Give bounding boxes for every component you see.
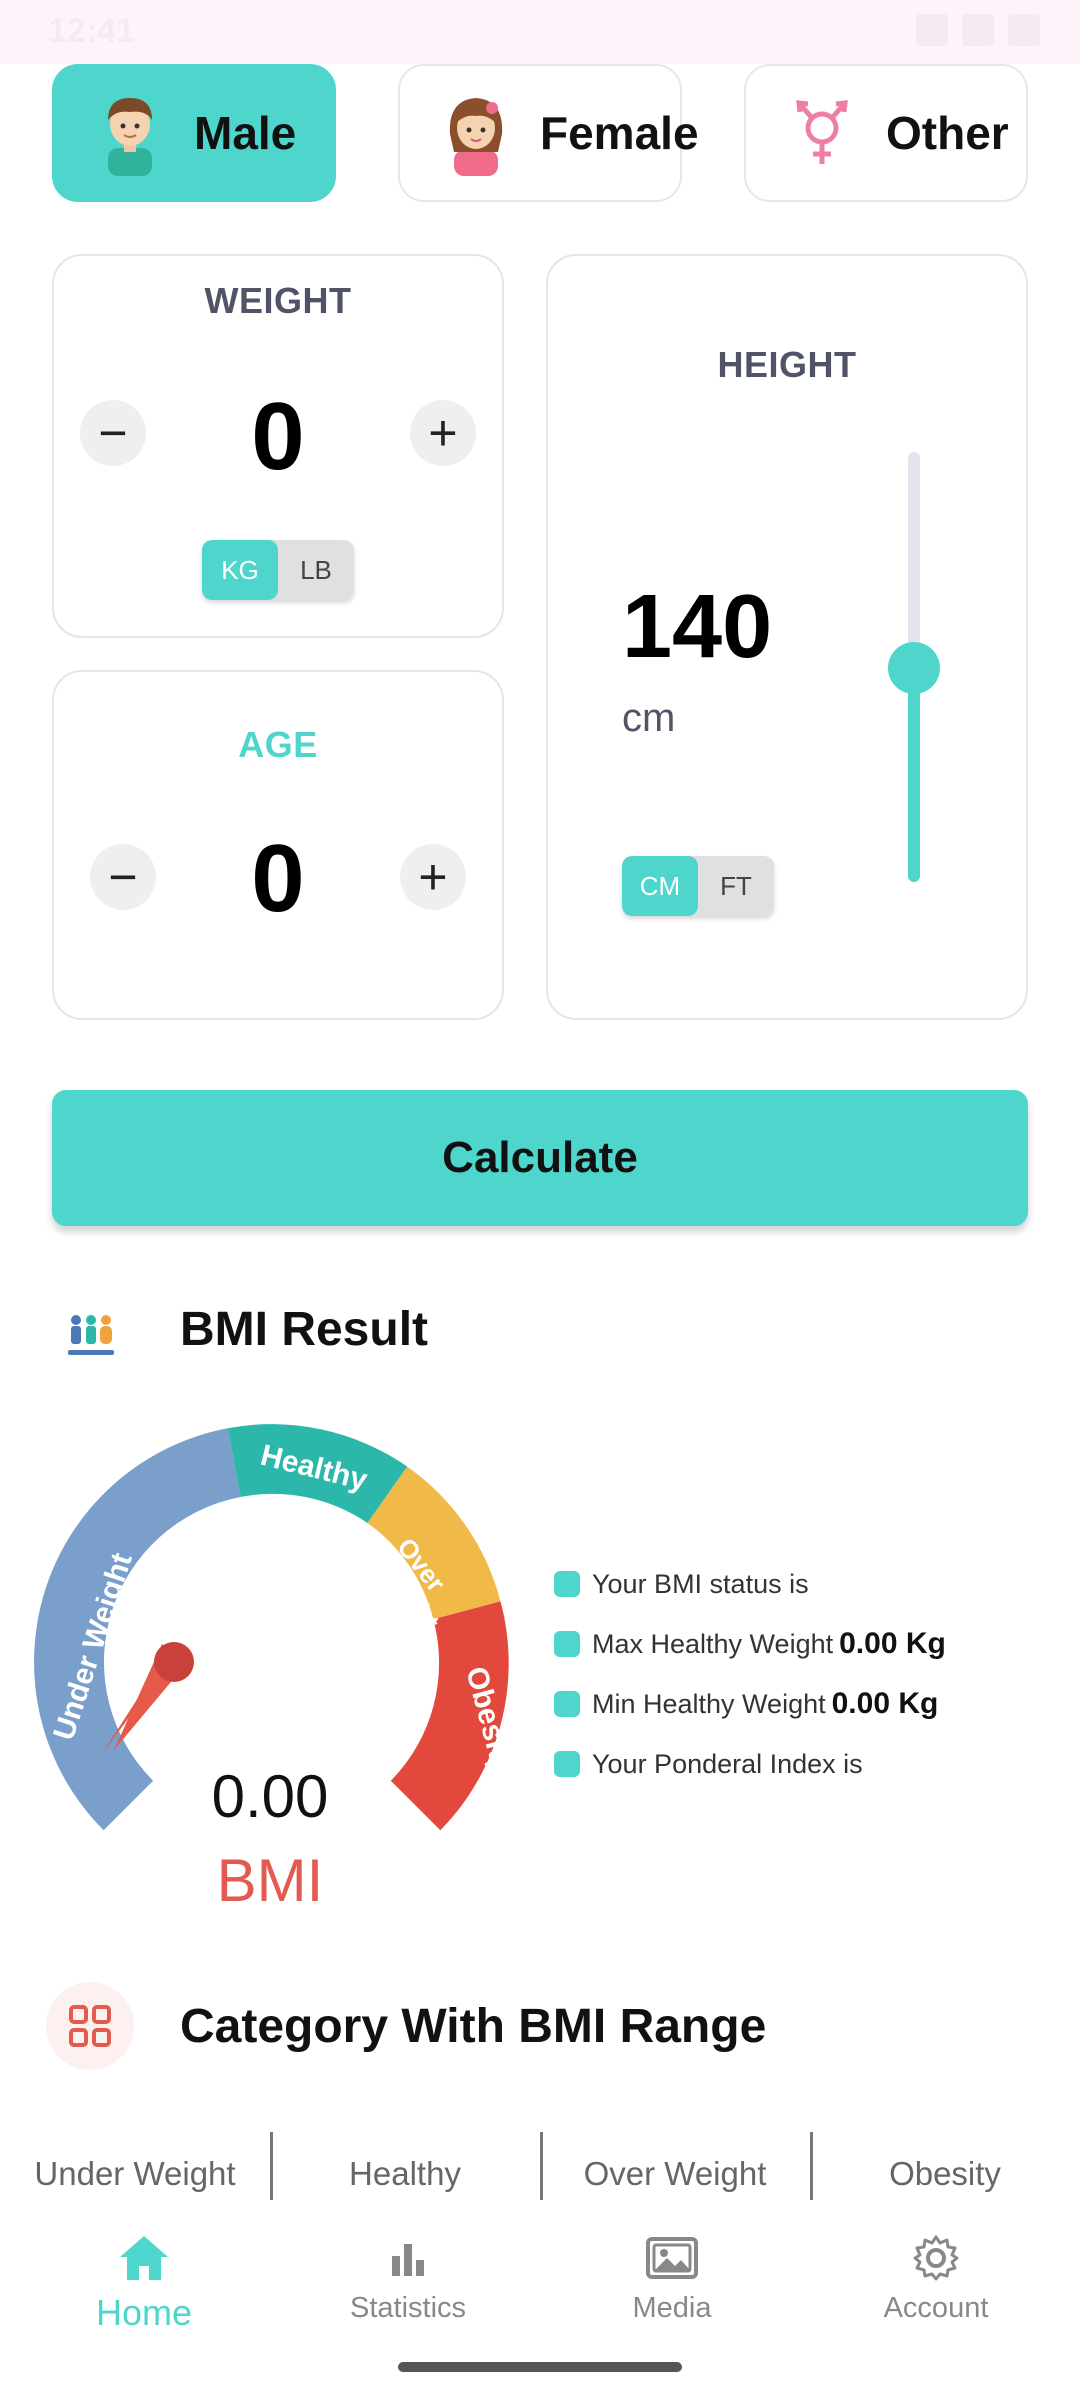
weight-title: WEIGHT: [204, 280, 352, 321]
bmi-info-list: Your BMI status is Max Healthy Weight 0.…: [554, 1554, 1074, 1794]
gear-icon: [836, 2226, 1036, 2290]
male-avatar-icon: [94, 90, 166, 176]
bmi-info-ponderal-index: Your Ponderal Index is: [554, 1734, 1074, 1794]
age-decrement-button[interactable]: −: [90, 844, 156, 910]
weight-increment-button[interactable]: +: [410, 400, 476, 466]
weight-unit-toggle: KG LB: [202, 540, 354, 600]
category-tab-obesity[interactable]: Obesity: [810, 2128, 1080, 2220]
wifi-icon: [916, 14, 948, 46]
bullet-icon: [554, 1691, 580, 1717]
height-unit-toggle: CM FT: [622, 856, 774, 916]
people-icon: [66, 1312, 116, 1358]
gender-other-label: Other: [886, 107, 1009, 159]
status-time: 12:41: [48, 12, 135, 50]
unit-lb-button[interactable]: LB: [300, 554, 332, 585]
bmi-label: BMI: [216, 1847, 324, 1914]
age-increment-button[interactable]: +: [400, 844, 466, 910]
age-value: 0: [251, 825, 305, 932]
height-value: 140: [622, 577, 773, 677]
height-slider-thumb[interactable]: [888, 642, 940, 694]
category-tabs: Under Weight Healthy Over Weight Obesity: [0, 2128, 1080, 2220]
category-title: Category With BMI Range: [180, 2000, 767, 2053]
category-tab-healthy[interactable]: Healthy: [270, 2128, 540, 2220]
home-indicator[interactable]: [398, 2362, 682, 2372]
height-slider-fill: [908, 668, 920, 882]
bullet-icon: [554, 1571, 580, 1597]
bmi-info-min-weight: Min Healthy Weight 0.00 Kg: [554, 1674, 1074, 1734]
bmi-gauge: Under Weight Healthy OverWeight Obesity: [34, 1424, 520, 1831]
status-icons: [916, 14, 1040, 46]
age-card: AGE − 0 +: [52, 670, 504, 1020]
nav-home[interactable]: Home: [44, 2226, 244, 2334]
transgender-symbol-icon: [786, 90, 858, 176]
bmi-info-status: Your BMI status is: [554, 1554, 1074, 1614]
bar-chart-icon: [308, 2226, 508, 2290]
nav-account[interactable]: Account: [836, 2226, 1036, 2325]
bullet-icon: [554, 1631, 580, 1657]
gender-female-label: Female: [540, 107, 699, 159]
unit-ft-button[interactable]: FT: [720, 870, 752, 901]
weight-card: WEIGHT − 0 + KG LB: [52, 254, 504, 638]
bmi-result-title: BMI Result: [180, 1303, 429, 1356]
gauge-segment-underweight: [34, 1428, 241, 1831]
battery-icon: [1008, 14, 1040, 46]
height-card: HEIGHT 140 cm CM FT: [546, 254, 1028, 1020]
gender-selector: Male Female: [52, 64, 1028, 202]
bmi-info-max-weight: Max Healthy Weight 0.00 Kg: [554, 1614, 1074, 1674]
gender-male-button[interactable]: Male: [52, 64, 336, 202]
category-tab-underweight[interactable]: Under Weight: [34, 2155, 236, 2192]
weight-value: 0: [251, 383, 305, 490]
signal-icon: [962, 14, 994, 46]
gender-female-button[interactable]: Female: [398, 64, 699, 202]
female-avatar-icon: [440, 90, 512, 176]
age-title: AGE: [238, 724, 318, 765]
gauge-segment-overweight: [367, 1466, 501, 1620]
gender-other-button[interactable]: Other: [744, 64, 1028, 202]
bullet-icon: [554, 1751, 580, 1777]
nav-media[interactable]: Media: [572, 2226, 772, 2325]
unit-cm-button[interactable]: CM: [622, 856, 698, 916]
home-icon: [44, 2226, 244, 2290]
status-bar: 12:41: [0, 0, 1080, 64]
height-unit-label: cm: [622, 696, 676, 740]
category-grid-icon: [46, 1982, 134, 2070]
category-tab-overweight[interactable]: Over Weight: [540, 2128, 810, 2220]
weight-decrement-button[interactable]: −: [80, 400, 146, 466]
gender-male-label: Male: [194, 107, 297, 159]
unit-kg-button[interactable]: KG: [202, 540, 278, 600]
bmi-value: 0.00: [211, 1763, 329, 1830]
nav-statistics[interactable]: Statistics: [308, 2226, 508, 2325]
gauge-segment-healthy: [227, 1424, 408, 1523]
gauge-needle-hub: [154, 1642, 194, 1682]
gauge-segment-obesity: [390, 1601, 509, 1831]
image-gallery-icon: [572, 2226, 772, 2290]
height-title: HEIGHT: [717, 344, 857, 385]
calculate-button[interactable]: Calculate: [52, 1090, 1028, 1226]
